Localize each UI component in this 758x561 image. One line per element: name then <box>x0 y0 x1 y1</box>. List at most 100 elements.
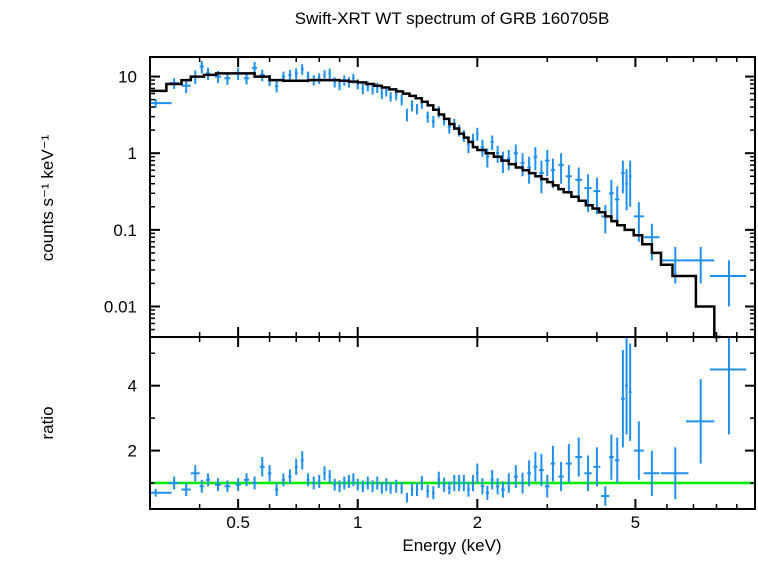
ratio-data-point <box>539 453 544 487</box>
spectrum-data-point <box>584 174 592 213</box>
spectrum-data-point <box>501 151 505 174</box>
ratio-data-point <box>376 476 379 490</box>
spectrum-plot-frame <box>149 56 756 338</box>
spectrum-data-point <box>709 260 747 307</box>
spectrum-data-point <box>513 144 518 166</box>
chart-title: Swift-XRT WT spectrum of GRB 160705B <box>295 9 610 28</box>
ratio-data-point <box>544 474 550 498</box>
x-axis-label: Energy (keV) <box>402 536 501 555</box>
spectrum-y-tick-label: 0.01 <box>104 297 137 316</box>
ratio-data-point <box>709 337 747 435</box>
ratio-data-point <box>323 466 326 481</box>
spectrum-data-point <box>328 68 331 79</box>
spectrum-y-axis-label: counts s⁻¹ keV⁻¹ <box>38 134 57 261</box>
ratio-data-point <box>169 476 180 490</box>
spectrum-data-point <box>405 108 408 122</box>
ratio-data-point <box>447 481 451 495</box>
ratio-data-point <box>243 473 250 487</box>
spectrum-data-point <box>496 145 500 163</box>
spectrum-data-point <box>608 179 614 217</box>
spectrum-panel: 0.01 0.1 1 10 counts s⁻¹ keV⁻¹ <box>38 56 756 339</box>
spectrum-data-point <box>533 147 538 171</box>
ratio-data-point <box>356 478 359 491</box>
ratio-data-point <box>181 483 191 497</box>
spectrum-data-point <box>323 70 326 81</box>
ratio-data-point <box>347 474 350 488</box>
ratio-data-point <box>294 458 298 475</box>
spectrum-data-point <box>400 94 403 106</box>
spectrum-data-point <box>565 165 572 194</box>
ratio-data-point <box>628 343 632 441</box>
ratio-data-point <box>601 486 610 506</box>
ratio-data-point <box>274 483 279 497</box>
spectrum-data-point <box>544 150 550 177</box>
spectrum-data-point <box>558 153 564 184</box>
ratio-data-point <box>333 478 336 491</box>
ratio-y-tick-label: 4 <box>128 377 137 396</box>
spectrum-data-point <box>520 153 525 177</box>
ratio-data-point <box>490 470 494 490</box>
ratio-data-point <box>267 465 272 482</box>
ratio-data-point <box>621 349 625 448</box>
x-tick-label: 0.5 <box>226 513 250 532</box>
ratio-data-point <box>235 478 241 492</box>
ratio-data-layer <box>150 337 747 506</box>
ratio-data-point <box>584 455 592 492</box>
ratio-data-point <box>415 483 419 497</box>
ratio-data-point <box>533 452 538 482</box>
spectrum-data-point <box>274 80 279 93</box>
ratio-data-point <box>457 474 461 492</box>
ratio-data-point <box>471 474 475 492</box>
ratio-data-point <box>328 470 331 484</box>
ratio-data-point <box>625 337 629 435</box>
ratio-data-point <box>214 478 222 492</box>
spectrum-data-point <box>621 160 625 194</box>
spectrum-data-point <box>224 72 231 85</box>
ratio-data-point <box>306 473 310 487</box>
spectrum-data-point <box>661 246 689 284</box>
ratio-data-point <box>480 478 485 495</box>
ratio-data-point <box>462 474 466 492</box>
ratio-data-point <box>485 485 489 500</box>
ratio-data-point <box>371 480 374 493</box>
spectrum-data-point <box>317 73 321 84</box>
model-step-line <box>150 72 721 339</box>
spectrum-data-point <box>371 84 374 95</box>
ratio-data-point <box>643 450 660 497</box>
spectrum-data-point <box>490 135 494 151</box>
ratio-data-point <box>496 478 500 495</box>
spectrum-data-point <box>410 100 414 112</box>
spectrum-y-tick-label: 10 <box>118 68 137 87</box>
x-tick-label: 1 <box>353 513 362 532</box>
ratio-data-point <box>410 483 414 497</box>
ratio-data-point <box>395 479 398 493</box>
spectrum-data-point <box>380 88 383 99</box>
ratio-data-point <box>361 480 364 493</box>
ratio-data-point <box>259 457 265 477</box>
ratio-data-point <box>513 465 518 488</box>
spectrum-axis-ticks: 0.01 0.1 1 10 <box>104 57 756 338</box>
spectrum-y-tick-label: 1 <box>128 144 137 163</box>
spectrum-y-tick-label: 0.1 <box>113 221 137 240</box>
ratio-panel: 0.5 1 2 5 2 4 ratio Energy (keV) <box>38 336 756 555</box>
ratio-data-point <box>252 476 258 490</box>
ratio-data-point <box>400 482 403 494</box>
ratio-data-point <box>317 474 321 488</box>
ratio-data-point <box>431 486 435 500</box>
ratio-data-point <box>633 421 644 480</box>
spectrum-data-point <box>150 98 172 108</box>
spectrum-data-point <box>294 68 298 80</box>
ratio-axis-ticks: 0.5 1 2 5 2 4 <box>128 337 756 532</box>
ratio-data-point <box>405 492 408 503</box>
ratio-data-point <box>501 481 505 498</box>
ratio-data-point <box>281 473 285 487</box>
spectrum-data-point <box>333 77 336 88</box>
ratio-data-point <box>420 475 424 491</box>
ratio-data-point <box>199 479 204 493</box>
x-tick-label: 5 <box>631 513 640 532</box>
spectrum-data-point <box>376 82 379 94</box>
spectrum-data-point <box>614 186 620 222</box>
ratio-data-point <box>385 478 388 492</box>
ratio-data-point <box>476 463 479 484</box>
